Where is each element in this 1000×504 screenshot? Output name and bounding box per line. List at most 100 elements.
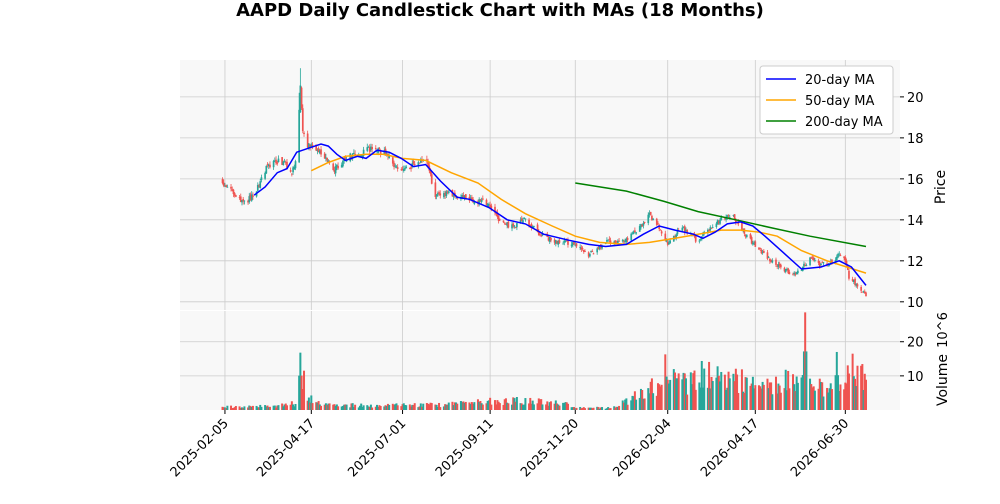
volume-bar	[472, 403, 475, 410]
candle-body	[471, 197, 473, 201]
candle-body	[676, 230, 679, 235]
volume-bar	[817, 388, 820, 410]
date-tick-label: 2025-02-05	[168, 416, 232, 480]
volume-bar	[829, 383, 832, 410]
candle-body	[862, 291, 865, 293]
volume-bar	[323, 404, 326, 410]
candle-body	[777, 264, 780, 267]
volume-bar	[802, 351, 805, 410]
candle-body	[855, 284, 858, 286]
candle-body	[488, 204, 490, 206]
candle-body	[761, 251, 764, 253]
volume-bar	[819, 382, 822, 410]
candle-body	[490, 205, 493, 209]
candle-body	[452, 194, 455, 197]
volume-bar	[358, 405, 361, 410]
volume-bar	[736, 374, 739, 410]
candle-body	[541, 233, 544, 236]
candle-body	[666, 241, 669, 245]
candle-body	[809, 257, 811, 266]
moving-average-lines	[253, 143, 867, 286]
volume-bar	[716, 366, 719, 410]
candle-body	[579, 246, 581, 248]
candle-body	[844, 257, 847, 263]
candle-body	[709, 227, 712, 231]
candle-body	[225, 185, 228, 188]
volume-bar	[240, 407, 243, 410]
volume-bar	[710, 376, 713, 410]
candle-body	[553, 239, 556, 243]
volume-bar	[579, 406, 582, 410]
candle-body	[587, 252, 590, 257]
volume-panel-background	[180, 311, 900, 410]
candle-body	[260, 177, 263, 181]
volume-bar	[529, 397, 532, 410]
volume-bar	[557, 404, 560, 410]
candle-body	[811, 257, 814, 259]
volume-bar	[616, 406, 619, 410]
candle-body	[320, 149, 322, 155]
volume-bar	[575, 407, 578, 410]
volume-bar	[459, 401, 462, 410]
candle-body	[462, 195, 465, 198]
volume-bar	[340, 406, 343, 410]
volume-bar	[702, 387, 704, 410]
candle-body	[350, 154, 353, 160]
volume-bar	[856, 365, 859, 410]
candle-body	[758, 247, 760, 250]
candle-body	[334, 166, 337, 174]
volume-bar	[700, 360, 703, 410]
volume-bar	[439, 407, 442, 410]
volume-bar	[385, 405, 388, 410]
volume-bar	[428, 404, 431, 410]
volume-bar	[386, 403, 389, 410]
volume-bar	[580, 408, 583, 410]
volume-bar	[429, 402, 432, 410]
candle-body	[699, 238, 702, 240]
volume-bar	[726, 387, 729, 410]
volume-bar	[445, 404, 448, 410]
candle-body	[520, 218, 523, 222]
candle-body	[596, 248, 599, 253]
volume-bar	[622, 402, 625, 410]
volume-bar	[779, 392, 782, 410]
candle-body	[759, 248, 762, 249]
volume-bar	[827, 392, 830, 410]
candle-body	[618, 240, 620, 242]
volume-bar	[794, 391, 797, 410]
volume-bar	[272, 405, 275, 410]
volume-bar	[485, 403, 488, 410]
volume-bar	[800, 377, 803, 410]
candle-body	[221, 179, 224, 184]
volume-bar	[523, 404, 526, 410]
volume-bar	[626, 404, 629, 410]
candle-body	[292, 167, 294, 173]
candle-body	[309, 144, 311, 148]
volume-bar	[792, 374, 795, 410]
legend-label: 20-day MA	[805, 73, 874, 88]
volume-bar	[442, 406, 445, 410]
volume-bar	[727, 371, 730, 410]
candle-body	[860, 286, 862, 291]
volume-bar	[562, 402, 565, 410]
volume-bar	[511, 404, 514, 410]
volume-axis-multiplier: 10^6	[936, 312, 951, 348]
volume-bar	[417, 407, 420, 410]
volume-bar	[759, 386, 762, 410]
volume-bar	[341, 405, 344, 410]
candle-body	[368, 147, 371, 152]
candle-body	[531, 226, 534, 228]
candle-body	[562, 243, 564, 245]
volume-bar	[266, 405, 269, 410]
candle-body	[284, 162, 287, 164]
candle-body	[762, 250, 765, 253]
volume-bar	[506, 402, 509, 410]
volume-bar	[310, 395, 313, 410]
candle-body	[250, 194, 253, 201]
candle-body	[590, 251, 592, 253]
price-tick-label: 10	[907, 296, 924, 311]
candle-body	[391, 157, 394, 164]
candle-body	[265, 166, 268, 174]
volume-tick-label: 10	[907, 370, 924, 385]
volume-bar	[839, 384, 842, 410]
